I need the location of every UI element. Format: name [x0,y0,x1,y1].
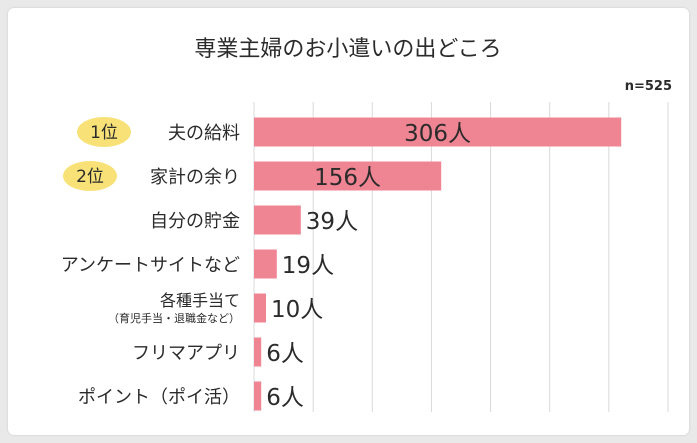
bar [254,293,266,323]
value-label: 10人 [271,297,323,323]
value-label: 156人 [314,165,381,191]
value-label: 19人 [282,253,334,279]
grid-lines [253,102,669,412]
chart-svg: 専業主婦のお小遣いの出どころ n=525 306人 156人 39人 19人 10人 6人… [61,37,672,412]
bars: 306人 156人 39人 19人 10人 6人 6人 [254,117,622,411]
bar [254,205,301,235]
value-label: 6人 [266,385,304,411]
category-label: 夫の給料 [168,123,240,144]
category-label: ポイント（ポイ活） [78,387,240,408]
bar [254,381,262,411]
value-label: 39人 [306,209,358,235]
bar [254,249,277,279]
category-label: アンケートサイトなど [61,255,240,276]
category-sublabel: （育児手当・退職金など） [108,311,240,325]
chart-title: 専業主婦のお小遣いの出どころ [194,37,501,62]
sample-size-label: n=525 [625,79,672,94]
rank-label: 2位 [76,167,104,187]
bar [254,337,262,367]
category-label: フリマアプリ [132,343,240,364]
rank-badge [63,161,117,191]
chart-card: 専業主婦のお小遣いの出どころ n=525 306人 156人 39人 19人 10人 6人… [8,8,689,435]
value-label: 306人 [404,121,471,147]
category-label: 各種手当て [160,291,240,310]
bar [254,161,442,191]
rank-badge [77,117,131,147]
rank-label: 1位 [90,123,118,143]
bar [254,117,622,147]
category-label: 家計の余り [150,167,240,188]
category-label: 自分の貯金 [150,211,240,232]
value-label: 6人 [266,341,304,367]
